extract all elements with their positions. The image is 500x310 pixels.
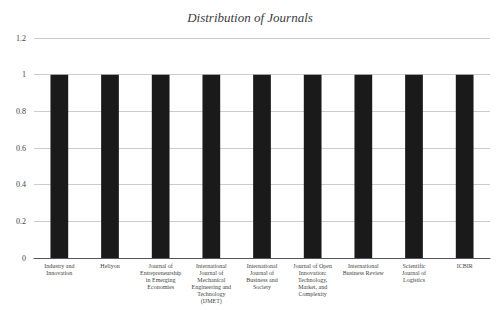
- svg-text:Journal of: Journal of: [402, 270, 426, 276]
- svg-text:Business and: Business and: [246, 277, 278, 283]
- svg-text:Journal of Open: Journal of Open: [293, 263, 332, 269]
- svg-text:0.6: 0.6: [16, 144, 26, 153]
- svg-text:0.4: 0.4: [16, 180, 26, 189]
- svg-text:Innovation:: Innovation:: [299, 270, 327, 276]
- svg-text:Heliyon: Heliyon: [100, 263, 119, 269]
- svg-text:Scientific: Scientific: [403, 263, 426, 269]
- svg-text:0.8: 0.8: [16, 107, 26, 116]
- svg-text:Complexity: Complexity: [298, 291, 326, 297]
- svg-text:Technology,: Technology,: [298, 277, 328, 283]
- svg-text:Market, and: Market, and: [298, 284, 327, 290]
- svg-text:International: International: [247, 263, 278, 269]
- svg-text:Journal of: Journal of: [149, 263, 173, 269]
- svg-text:Journal of: Journal of: [199, 270, 223, 276]
- svg-text:ICBIR: ICBIR: [457, 263, 473, 269]
- svg-text:Journal of: Journal of: [250, 270, 274, 276]
- svg-text:Engineering and: Engineering and: [192, 284, 232, 290]
- svg-text:Economies: Economies: [147, 284, 174, 290]
- svg-text:1: 1: [22, 70, 26, 79]
- svg-text:0.2: 0.2: [16, 217, 26, 226]
- svg-text:(IJMET): (IJMET): [201, 298, 222, 305]
- svg-text:1.2: 1.2: [16, 34, 26, 43]
- svg-text:Distribution of Journals: Distribution of Journals: [186, 10, 313, 25]
- svg-text:International: International: [196, 263, 227, 269]
- svg-text:Mechanical: Mechanical: [197, 277, 225, 283]
- svg-text:Innovation: Innovation: [46, 270, 72, 276]
- svg-text:Society: Society: [253, 284, 271, 290]
- svg-text:Technology: Technology: [197, 291, 225, 297]
- svg-text:in Emerging: in Emerging: [146, 277, 176, 283]
- svg-text:Entrepreneurship: Entrepreneurship: [140, 270, 181, 276]
- svg-text:0: 0: [22, 254, 26, 263]
- svg-text:Logistics: Logistics: [403, 277, 426, 283]
- svg-text:Business Review: Business Review: [343, 270, 385, 276]
- svg-text:Industry and: Industry and: [44, 263, 74, 269]
- svg-text:International: International: [348, 263, 379, 269]
